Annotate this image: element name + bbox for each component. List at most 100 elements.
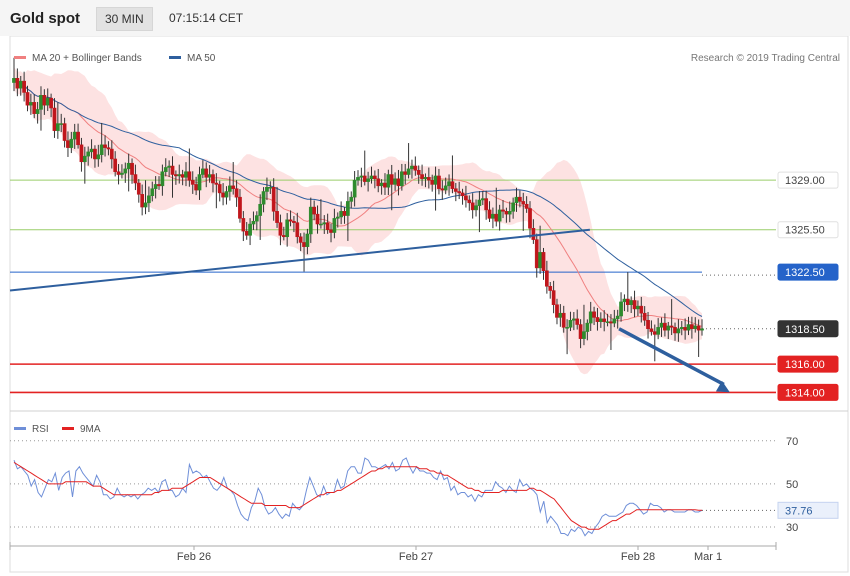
candle-body bbox=[150, 188, 155, 196]
candle-body bbox=[673, 327, 677, 334]
candle-body bbox=[45, 97, 50, 106]
candle-body bbox=[82, 155, 87, 163]
chart-legend: MA 20 + Bollinger Bands MA 50 Research © 2… bbox=[14, 53, 840, 64]
candle-body bbox=[609, 321, 613, 324]
candle-body bbox=[22, 80, 26, 93]
candle-body bbox=[447, 181, 451, 187]
candle-body bbox=[410, 165, 414, 170]
candle-body bbox=[160, 171, 165, 187]
candle-body bbox=[69, 138, 74, 148]
price-tag-label: 1316.00 bbox=[785, 359, 825, 371]
candle-body bbox=[201, 168, 205, 175]
candle-body bbox=[194, 184, 198, 191]
candle-body bbox=[248, 223, 252, 236]
legend-swatch bbox=[14, 56, 26, 59]
candle-body bbox=[352, 179, 357, 198]
candle-body bbox=[35, 109, 40, 114]
candle-body bbox=[646, 320, 650, 330]
candle-body bbox=[157, 184, 161, 187]
candle-body bbox=[241, 218, 246, 232]
candle-body bbox=[679, 327, 684, 330]
price-tag-1329-00 bbox=[777, 171, 839, 189]
candle-body bbox=[312, 206, 317, 215]
forecast-arrow-head bbox=[715, 380, 730, 393]
candle-body bbox=[332, 218, 337, 233]
candle-body bbox=[450, 181, 455, 189]
candle-body bbox=[285, 219, 290, 238]
candle-body bbox=[430, 179, 435, 185]
chart-credit: Research © 2019 Trading Central bbox=[691, 53, 840, 64]
candle-body bbox=[302, 242, 306, 247]
candle-body bbox=[39, 95, 43, 110]
candle-body bbox=[308, 206, 313, 235]
candle-body bbox=[541, 252, 546, 271]
candle-body bbox=[497, 209, 502, 222]
timeframe-button[interactable]: 30 MIN bbox=[96, 7, 153, 31]
candle-body bbox=[565, 327, 569, 329]
candle-body bbox=[153, 184, 158, 189]
candle-body bbox=[366, 178, 370, 182]
price-tag-1316-00 bbox=[777, 355, 839, 373]
candle-body bbox=[32, 102, 37, 114]
candle-body bbox=[696, 325, 701, 331]
candle-body bbox=[170, 165, 175, 175]
candle-body bbox=[477, 199, 482, 206]
candle-body bbox=[700, 328, 704, 331]
candle-body bbox=[652, 331, 657, 335]
candle-body bbox=[207, 174, 212, 178]
candle-body bbox=[251, 220, 256, 225]
rsi-line bbox=[13, 457, 703, 537]
candle-body bbox=[177, 174, 182, 177]
candle-body bbox=[622, 298, 627, 303]
candle-body bbox=[457, 191, 462, 194]
candle-body bbox=[386, 174, 391, 188]
candle-body bbox=[467, 199, 472, 204]
rsi-tick-label: 50 bbox=[786, 479, 798, 491]
candle-body bbox=[615, 315, 620, 320]
candle-body bbox=[588, 311, 593, 324]
candle-body bbox=[268, 187, 273, 189]
candle-body bbox=[460, 192, 465, 196]
bollinger-bands bbox=[14, 67, 702, 375]
candle-body bbox=[642, 312, 647, 321]
instrument-title: Gold spot bbox=[10, 10, 80, 27]
candle-body bbox=[521, 201, 526, 205]
candle-body bbox=[663, 322, 667, 331]
candle-body bbox=[12, 78, 16, 83]
x-axis-label: Feb 28 bbox=[621, 551, 655, 563]
candle-body bbox=[130, 162, 134, 175]
price-tag-label: 1325.50 bbox=[785, 225, 825, 237]
candle-body bbox=[258, 203, 263, 216]
price-tag-label: 1329.00 bbox=[785, 175, 825, 187]
candle-body bbox=[403, 171, 408, 175]
candle-body bbox=[116, 171, 121, 175]
candle-body bbox=[437, 175, 441, 189]
candle-body bbox=[494, 213, 499, 222]
candle-body bbox=[693, 325, 698, 330]
candle-body bbox=[359, 175, 364, 178]
candle-body bbox=[147, 195, 151, 204]
forecast-arrow-shaft bbox=[618, 327, 725, 386]
candle-body bbox=[399, 171, 404, 187]
price-tag-1314-00 bbox=[777, 383, 839, 401]
candle-body bbox=[639, 305, 644, 314]
candle-body bbox=[342, 211, 347, 216]
candle-body bbox=[416, 170, 421, 175]
candle-body bbox=[62, 123, 67, 141]
candle-body bbox=[143, 202, 148, 208]
candle-body bbox=[305, 233, 310, 247]
candle-body bbox=[369, 175, 374, 180]
trendline bbox=[9, 228, 590, 292]
candle-body bbox=[582, 331, 586, 339]
candle-body bbox=[528, 208, 532, 229]
legend-label: MA 20 + Bollinger Bands bbox=[32, 53, 142, 64]
x-axis-label: Mar 1 bbox=[694, 551, 722, 563]
candle-body bbox=[558, 312, 563, 318]
candle-body bbox=[18, 80, 23, 89]
candle-body bbox=[86, 151, 91, 157]
candle-body bbox=[113, 158, 118, 172]
candle-body bbox=[72, 131, 77, 140]
candle-body bbox=[184, 171, 188, 178]
candle-body bbox=[524, 203, 529, 209]
candle-body bbox=[383, 182, 387, 188]
